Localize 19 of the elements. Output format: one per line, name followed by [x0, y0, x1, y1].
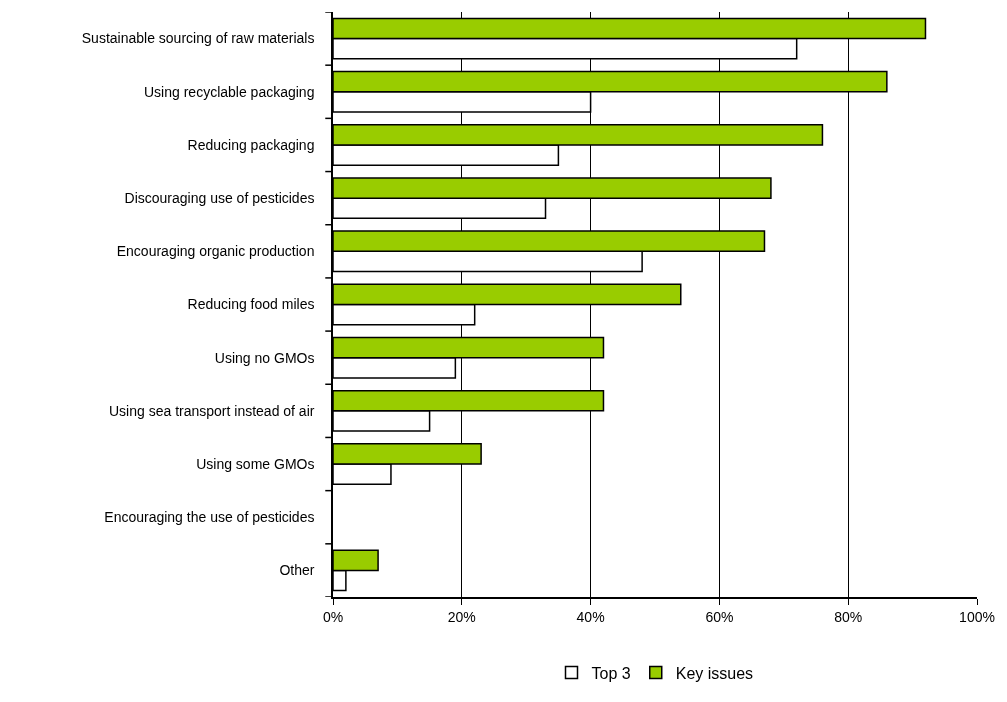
x-tick-label: 60%	[705, 608, 734, 625]
x-tick-label: 20%	[447, 608, 476, 625]
y-tick-label: Encouraging the use of pesticides	[104, 509, 315, 526]
x-tick-label: 40%	[576, 608, 605, 625]
legend-label: Key issues	[675, 664, 754, 682]
y-tick-label: Using no GMOs	[214, 349, 315, 366]
legend-label: Top 3	[591, 664, 631, 682]
x-tick-label: 100%	[959, 608, 995, 625]
y-tick-label: Discouraging use of pesticides	[124, 190, 315, 207]
y-tick-label: Reducing food miles	[187, 296, 315, 313]
y-tick-label: Encouraging organic production	[116, 243, 315, 260]
y-tick-label: Using some GMOs	[196, 455, 315, 472]
y-tick-label: Reducing packaging	[187, 136, 315, 153]
y-tick-label: Using sea transport instead of air	[109, 402, 315, 419]
x-tick-label: 0%	[322, 608, 344, 625]
y-tick-label: Other	[279, 562, 315, 579]
y-tick-label: Using recyclable packaging	[144, 83, 315, 100]
x-tick-label: 80%	[834, 608, 863, 625]
y-tick-label: Sustainable sourcing of raw materials	[81, 30, 315, 47]
